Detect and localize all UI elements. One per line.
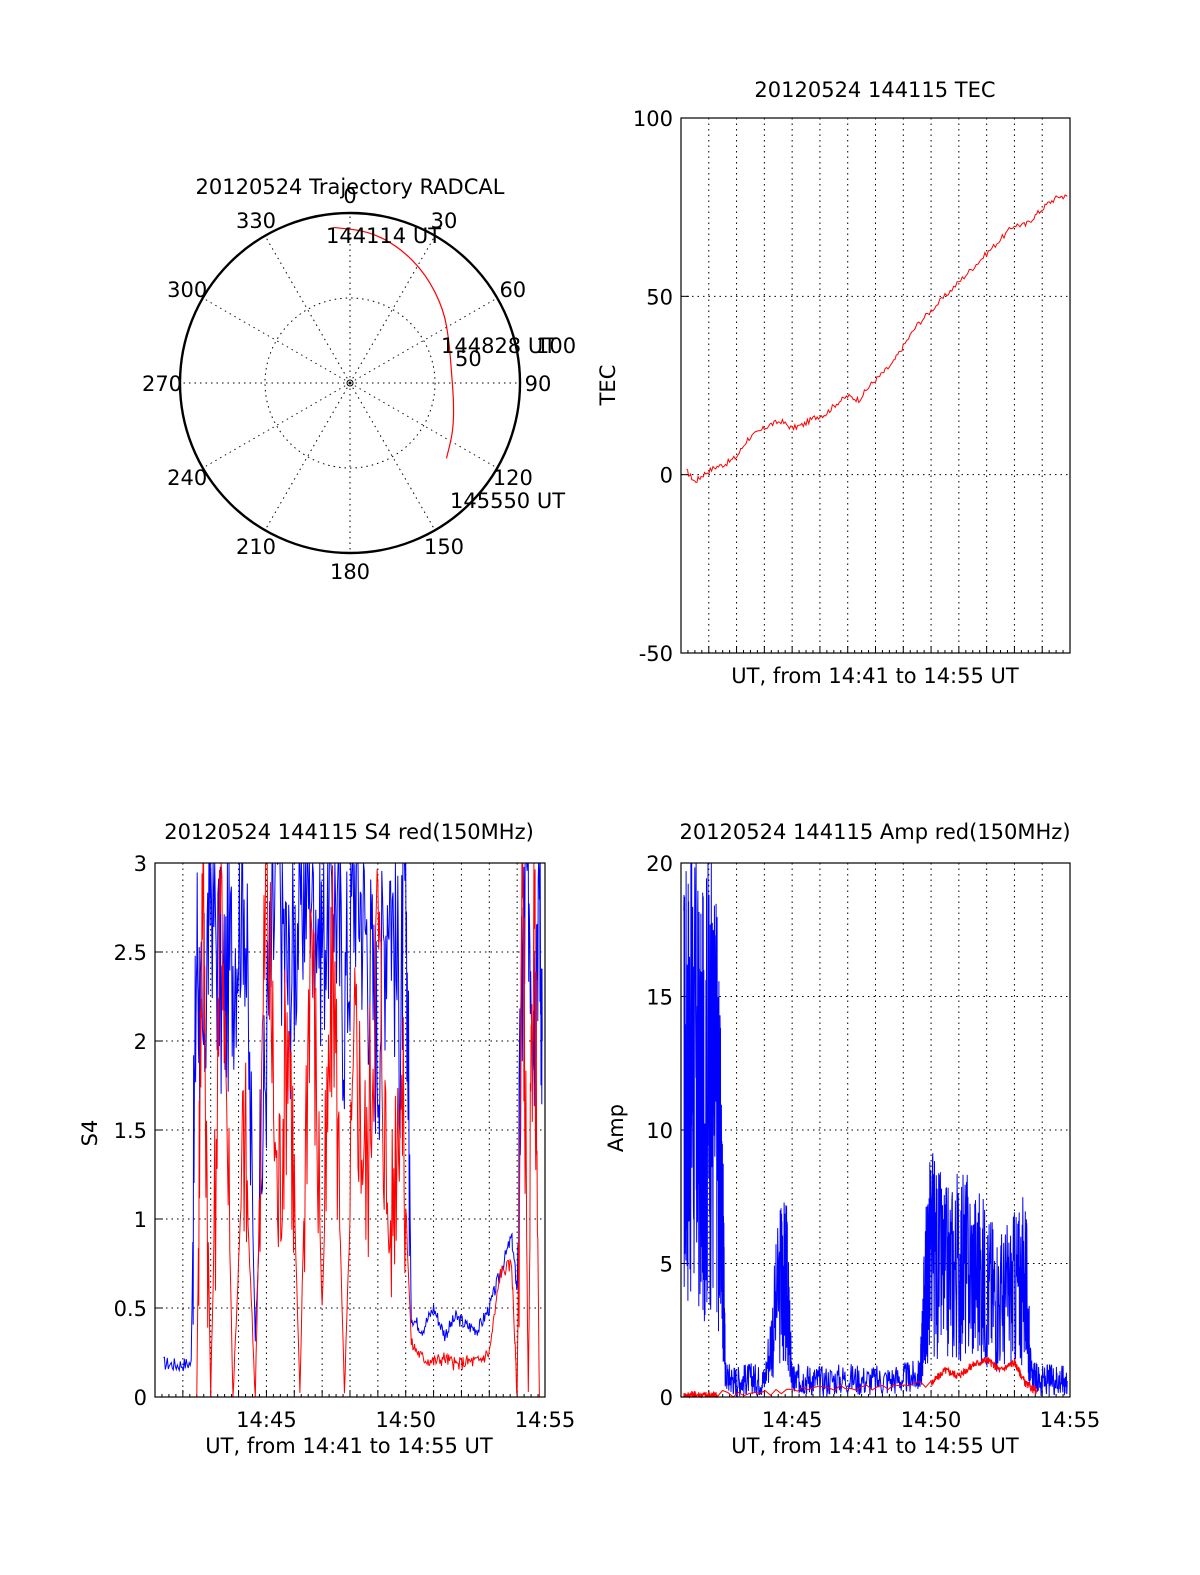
radial-label-100: 100 bbox=[536, 334, 576, 358]
polar-spoke bbox=[202, 382, 351, 469]
s4-y-axis-label: S4 bbox=[78, 1120, 102, 1147]
y-tick-label: 15 bbox=[646, 986, 673, 1010]
s4-plot-frame bbox=[154, 862, 546, 1398]
y-tick-label: 3 bbox=[134, 852, 147, 876]
x-tick-label: 14:50 bbox=[901, 1408, 962, 1432]
tec-grid bbox=[680, 118, 1071, 653]
series-line bbox=[683, 1356, 1038, 1399]
x-tick-label: 14:55 bbox=[515, 1408, 576, 1432]
tec-y-axis-label: TEC bbox=[596, 365, 620, 407]
tec-panel: 20120524 144115 TEC 100 50 0 -50 UT, from 1… bbox=[596, 78, 1071, 688]
y-tick-label: 100 bbox=[633, 107, 673, 131]
series-line bbox=[686, 194, 1068, 483]
y-tick-label: 2.5 bbox=[114, 941, 147, 965]
series-line bbox=[163, 862, 543, 1373]
amp-x-axis-label: UT, from 14:41 to 14:55 UT bbox=[731, 1434, 1019, 1458]
polar-spoke bbox=[349, 235, 436, 384]
amp-x-ticks: 14:45 14:50 14:55 bbox=[762, 1408, 1100, 1432]
polar-spoke bbox=[264, 235, 351, 384]
s4-panel: 20120524 144115 S4 red(150MHz) 3 2.5 2 1.5 1… bbox=[78, 820, 575, 1458]
y-tick-label: 5 bbox=[660, 1253, 673, 1277]
trajectory-track bbox=[333, 226, 455, 459]
trajectory-line bbox=[333, 226, 455, 459]
trajectory-start-label: 144114 UT bbox=[326, 224, 441, 248]
y-tick-label: 1.5 bbox=[114, 1119, 147, 1143]
y-tick-label: 10 bbox=[646, 1119, 673, 1143]
y-tick-label: 0 bbox=[660, 464, 673, 488]
y-tick-label: -50 bbox=[639, 642, 673, 666]
polar-angle-label: 60 bbox=[499, 278, 526, 302]
polar-spoke bbox=[202, 297, 351, 384]
x-tick-label: 14:50 bbox=[375, 1408, 436, 1432]
s4-y-ticks: 3 2.5 2 1.5 1 0.5 0 bbox=[114, 852, 163, 1410]
amp-title: 20120524 144115 Amp red(150MHz) bbox=[679, 820, 1070, 844]
trajectory-middle-label: 144828 UT bbox=[441, 334, 556, 358]
tec-series bbox=[686, 194, 1068, 483]
polar-angle-label: 0 bbox=[343, 184, 356, 208]
y-tick-label: 1 bbox=[134, 1208, 147, 1232]
x-tick-label: 14:55 bbox=[1040, 1408, 1101, 1432]
polar-center bbox=[346, 379, 354, 387]
y-tick-label: 0.5 bbox=[114, 1297, 147, 1321]
polar-angle-label: 30 bbox=[431, 209, 458, 233]
polar-angle-label: 330 bbox=[236, 209, 276, 233]
s4-title: 20120524 144115 S4 red(150MHz) bbox=[164, 820, 534, 844]
polar-spoke bbox=[349, 382, 498, 469]
y-tick-label: 50 bbox=[646, 285, 673, 309]
polar-angle-labels: 0 30 60 90 120 150 180 210 240 270 300 330 bbox=[142, 184, 551, 584]
y-tick-label: 0 bbox=[134, 1386, 147, 1410]
radial-label-50: 50 bbox=[455, 347, 482, 371]
polar-angle-label: 300 bbox=[167, 278, 207, 302]
polar-angle-label: 120 bbox=[493, 466, 533, 490]
y-tick-label: 20 bbox=[646, 852, 673, 876]
polar-angle-label: 240 bbox=[167, 466, 207, 490]
x-tick-label: 14:45 bbox=[762, 1408, 823, 1432]
polar-angle-label: 270 bbox=[142, 372, 182, 396]
trajectory-title: 20120524 Trajectory RADCAL bbox=[196, 175, 505, 199]
amp-y-axis-label: Amp bbox=[604, 1104, 628, 1152]
polar-spoke bbox=[349, 382, 436, 531]
polar-grid bbox=[178, 211, 522, 555]
polar-angle-label: 180 bbox=[330, 560, 370, 584]
tec-title: 20120524 144115 TEC bbox=[754, 78, 995, 102]
polar-spoke bbox=[349, 297, 498, 384]
amp-series bbox=[683, 862, 1068, 1399]
tec-y-ticks: 100 50 0 -50 bbox=[633, 107, 689, 666]
x-tick-label: 14:45 bbox=[236, 1408, 297, 1432]
s4-x-axis-label: UT, from 14:41 to 14:55 UT bbox=[205, 1434, 493, 1458]
trajectory-panel: 20120524 Trajectory RADCAL 0 30 60 90 120 150… bbox=[142, 175, 576, 584]
polar-outer-ring bbox=[178, 211, 522, 555]
y-tick-label: 2 bbox=[134, 1030, 147, 1054]
amp-y-ticks: 20 15 10 5 0 bbox=[646, 852, 689, 1410]
polar-angle-label: 210 bbox=[236, 535, 276, 559]
polar-ring-50 bbox=[264, 297, 436, 469]
amp-plot-frame bbox=[680, 862, 1071, 1398]
s4-x-ticks: 14:45 14:50 14:55 bbox=[236, 1408, 575, 1432]
y-tick-label: 0 bbox=[660, 1386, 673, 1410]
tec-plot-frame bbox=[680, 117, 1071, 654]
tec-x-axis-label: UT, from 14:41 to 14:55 UT bbox=[731, 664, 1019, 688]
series-line bbox=[196, 862, 540, 1398]
polar-angle-label: 90 bbox=[525, 372, 552, 396]
polar-angle-label: 150 bbox=[424, 535, 464, 559]
trajectory-end-label: 145550 UT bbox=[450, 489, 565, 513]
polar-spoke bbox=[264, 382, 351, 531]
series-line bbox=[683, 862, 1068, 1397]
amp-panel: 20120524 144115 Amp red(150MHz) 20 15 10 5 0… bbox=[604, 820, 1100, 1458]
